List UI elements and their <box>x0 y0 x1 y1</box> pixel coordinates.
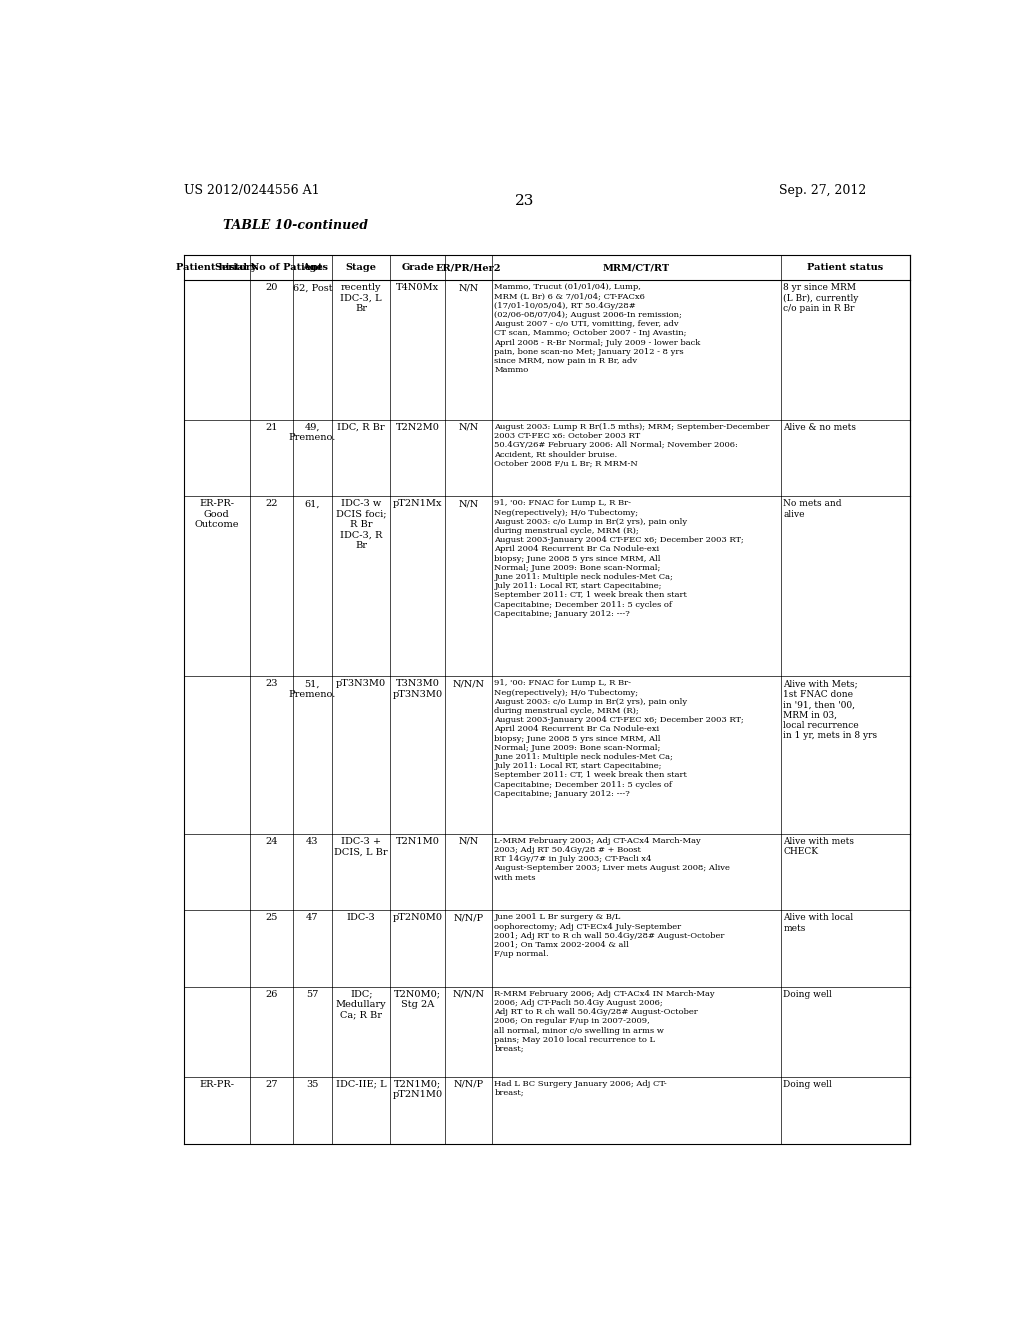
Text: Alive with Mets;
1st FNAC done
in '91, then '00,
MRM in 03,
local recurrence
in : Alive with Mets; 1st FNAC done in '91, t… <box>783 680 878 741</box>
Text: 57: 57 <box>306 990 318 999</box>
Text: IDC-3 +
DCIS, L Br: IDC-3 + DCIS, L Br <box>335 837 388 857</box>
Text: August 2003: Lump R Br(1.5 mths); MRM; September-December
2003 CT-FEC x6: Octobe: August 2003: Lump R Br(1.5 mths); MRM; S… <box>495 422 770 467</box>
Text: 26: 26 <box>265 990 278 999</box>
Text: 27: 27 <box>265 1080 278 1089</box>
Text: T2N1M0: T2N1M0 <box>396 837 439 846</box>
Text: June 2001 L Br surgery & B/L
oophorectomy; Adj CT-ECx4 July-September
2001; Adj : June 2001 L Br surgery & B/L oophorectom… <box>495 913 725 958</box>
Text: 35: 35 <box>306 1080 318 1089</box>
Text: Patient history: Patient history <box>176 263 257 272</box>
Text: Stage: Stage <box>346 263 377 272</box>
Text: 47: 47 <box>306 913 318 923</box>
Text: ER-PR-
Good
Outcome: ER-PR- Good Outcome <box>195 499 239 529</box>
Text: T2N2M0: T2N2M0 <box>396 422 439 432</box>
Text: 61,: 61, <box>304 499 321 508</box>
Text: Age: Age <box>302 263 323 272</box>
Text: recently
IDC-3, L
Br: recently IDC-3, L Br <box>340 284 382 313</box>
Text: 49,
Premeno.: 49, Premeno. <box>289 422 336 442</box>
Text: T4N0Mx: T4N0Mx <box>396 284 439 293</box>
Text: Alive with mets
CHECK: Alive with mets CHECK <box>783 837 854 857</box>
Text: T2N0M0;
Stg 2A: T2N0M0; Stg 2A <box>394 990 441 1010</box>
Text: 24: 24 <box>265 837 278 846</box>
Text: 22: 22 <box>265 499 278 508</box>
Text: 62, Post: 62, Post <box>293 284 332 293</box>
Text: N/N/P: N/N/P <box>454 1080 483 1089</box>
Text: pT3N3M0: pT3N3M0 <box>336 680 386 689</box>
Text: T2N1M0;
pT2N1M0: T2N1M0; pT2N1M0 <box>393 1080 442 1100</box>
Text: Had L BC Surgery January 2006; Adj CT-
breast;: Had L BC Surgery January 2006; Adj CT- b… <box>495 1080 667 1097</box>
Text: IDC-3 w
DCIS foci;
R Br
IDC-3, R
Br: IDC-3 w DCIS foci; R Br IDC-3, R Br <box>336 499 386 550</box>
Text: 23: 23 <box>265 680 278 689</box>
Text: 25: 25 <box>265 913 278 923</box>
Text: 51,
Premeno.: 51, Premeno. <box>289 680 336 698</box>
Text: IDC-3: IDC-3 <box>347 913 376 923</box>
Text: IDC, R Br: IDC, R Br <box>337 422 385 432</box>
Text: 91, '00: FNAC for Lump L, R Br-
Neg(repectively); H/o Tubectomy;
August 2003: c/: 91, '00: FNAC for Lump L, R Br- Neg(repe… <box>495 499 744 618</box>
Text: N/N: N/N <box>459 284 478 293</box>
Text: US 2012/0244556 A1: US 2012/0244556 A1 <box>183 183 319 197</box>
Text: N/N: N/N <box>459 499 478 508</box>
Text: Mammo, Trucut (01/01/04), Lump,
MRM (L Br) 6 & 7/01/04; CT-FACx6
(17/01-10/05/04: Mammo, Trucut (01/01/04), Lump, MRM (L B… <box>495 284 700 374</box>
Text: Grade: Grade <box>401 263 434 272</box>
Text: IDC;
Medullary
Ca; R Br: IDC; Medullary Ca; R Br <box>336 990 386 1019</box>
Text: 43: 43 <box>306 837 318 846</box>
Text: IDC-IIE; L: IDC-IIE; L <box>336 1080 386 1089</box>
Text: 23: 23 <box>515 194 535 209</box>
Text: N/N/N: N/N/N <box>453 680 484 689</box>
Text: Doing well: Doing well <box>783 1080 831 1089</box>
Text: pT2N1Mx: pT2N1Mx <box>393 499 442 508</box>
Text: TABLE 10-continued: TABLE 10-continued <box>223 219 369 232</box>
Text: L-MRM February 2003; Adj CT-ACx4 March-May
2003; Adj RT 50.4Gy/28 # + Boost
RT 1: L-MRM February 2003; Adj CT-ACx4 March-M… <box>495 837 730 882</box>
Text: N/N: N/N <box>459 422 478 432</box>
Text: No mets and
alive: No mets and alive <box>783 499 842 519</box>
Text: Alive with local
mets: Alive with local mets <box>783 913 853 933</box>
Text: pT2N0M0: pT2N0M0 <box>393 913 442 923</box>
Text: R-MRM February 2006; Adj CT-ACx4 IN March-May
2006; Adj CT-Pacli 50.4Gy August 2: R-MRM February 2006; Adj CT-ACx4 IN Marc… <box>495 990 715 1053</box>
Text: N/N/N: N/N/N <box>453 990 484 999</box>
Text: Patient status: Patient status <box>807 263 884 272</box>
Text: 21: 21 <box>265 422 278 432</box>
Text: 8 yr since MRM
(L Br), currently
c/o pain in R Br: 8 yr since MRM (L Br), currently c/o pai… <box>783 284 858 313</box>
Text: T3N3M0
pT3N3M0: T3N3M0 pT3N3M0 <box>393 680 442 698</box>
Text: Alive & no mets: Alive & no mets <box>783 422 856 432</box>
Text: 91, '00: FNAC for Lump L, R Br-
Neg(repectively); H/o Tubectomy;
August 2003: c/: 91, '00: FNAC for Lump L, R Br- Neg(repe… <box>495 680 744 797</box>
Text: N/N/P: N/N/P <box>454 913 483 923</box>
Text: MRM/CT/RT: MRM/CT/RT <box>603 263 670 272</box>
Text: Doing well: Doing well <box>783 990 831 999</box>
Text: Serial No of Patients: Serial No of Patients <box>215 263 328 272</box>
Text: ER/PR/Her2: ER/PR/Her2 <box>436 263 502 272</box>
Text: ER-PR-: ER-PR- <box>200 1080 234 1089</box>
Text: Sep. 27, 2012: Sep. 27, 2012 <box>779 183 866 197</box>
Text: 20: 20 <box>265 284 278 293</box>
Text: N/N: N/N <box>459 837 478 846</box>
